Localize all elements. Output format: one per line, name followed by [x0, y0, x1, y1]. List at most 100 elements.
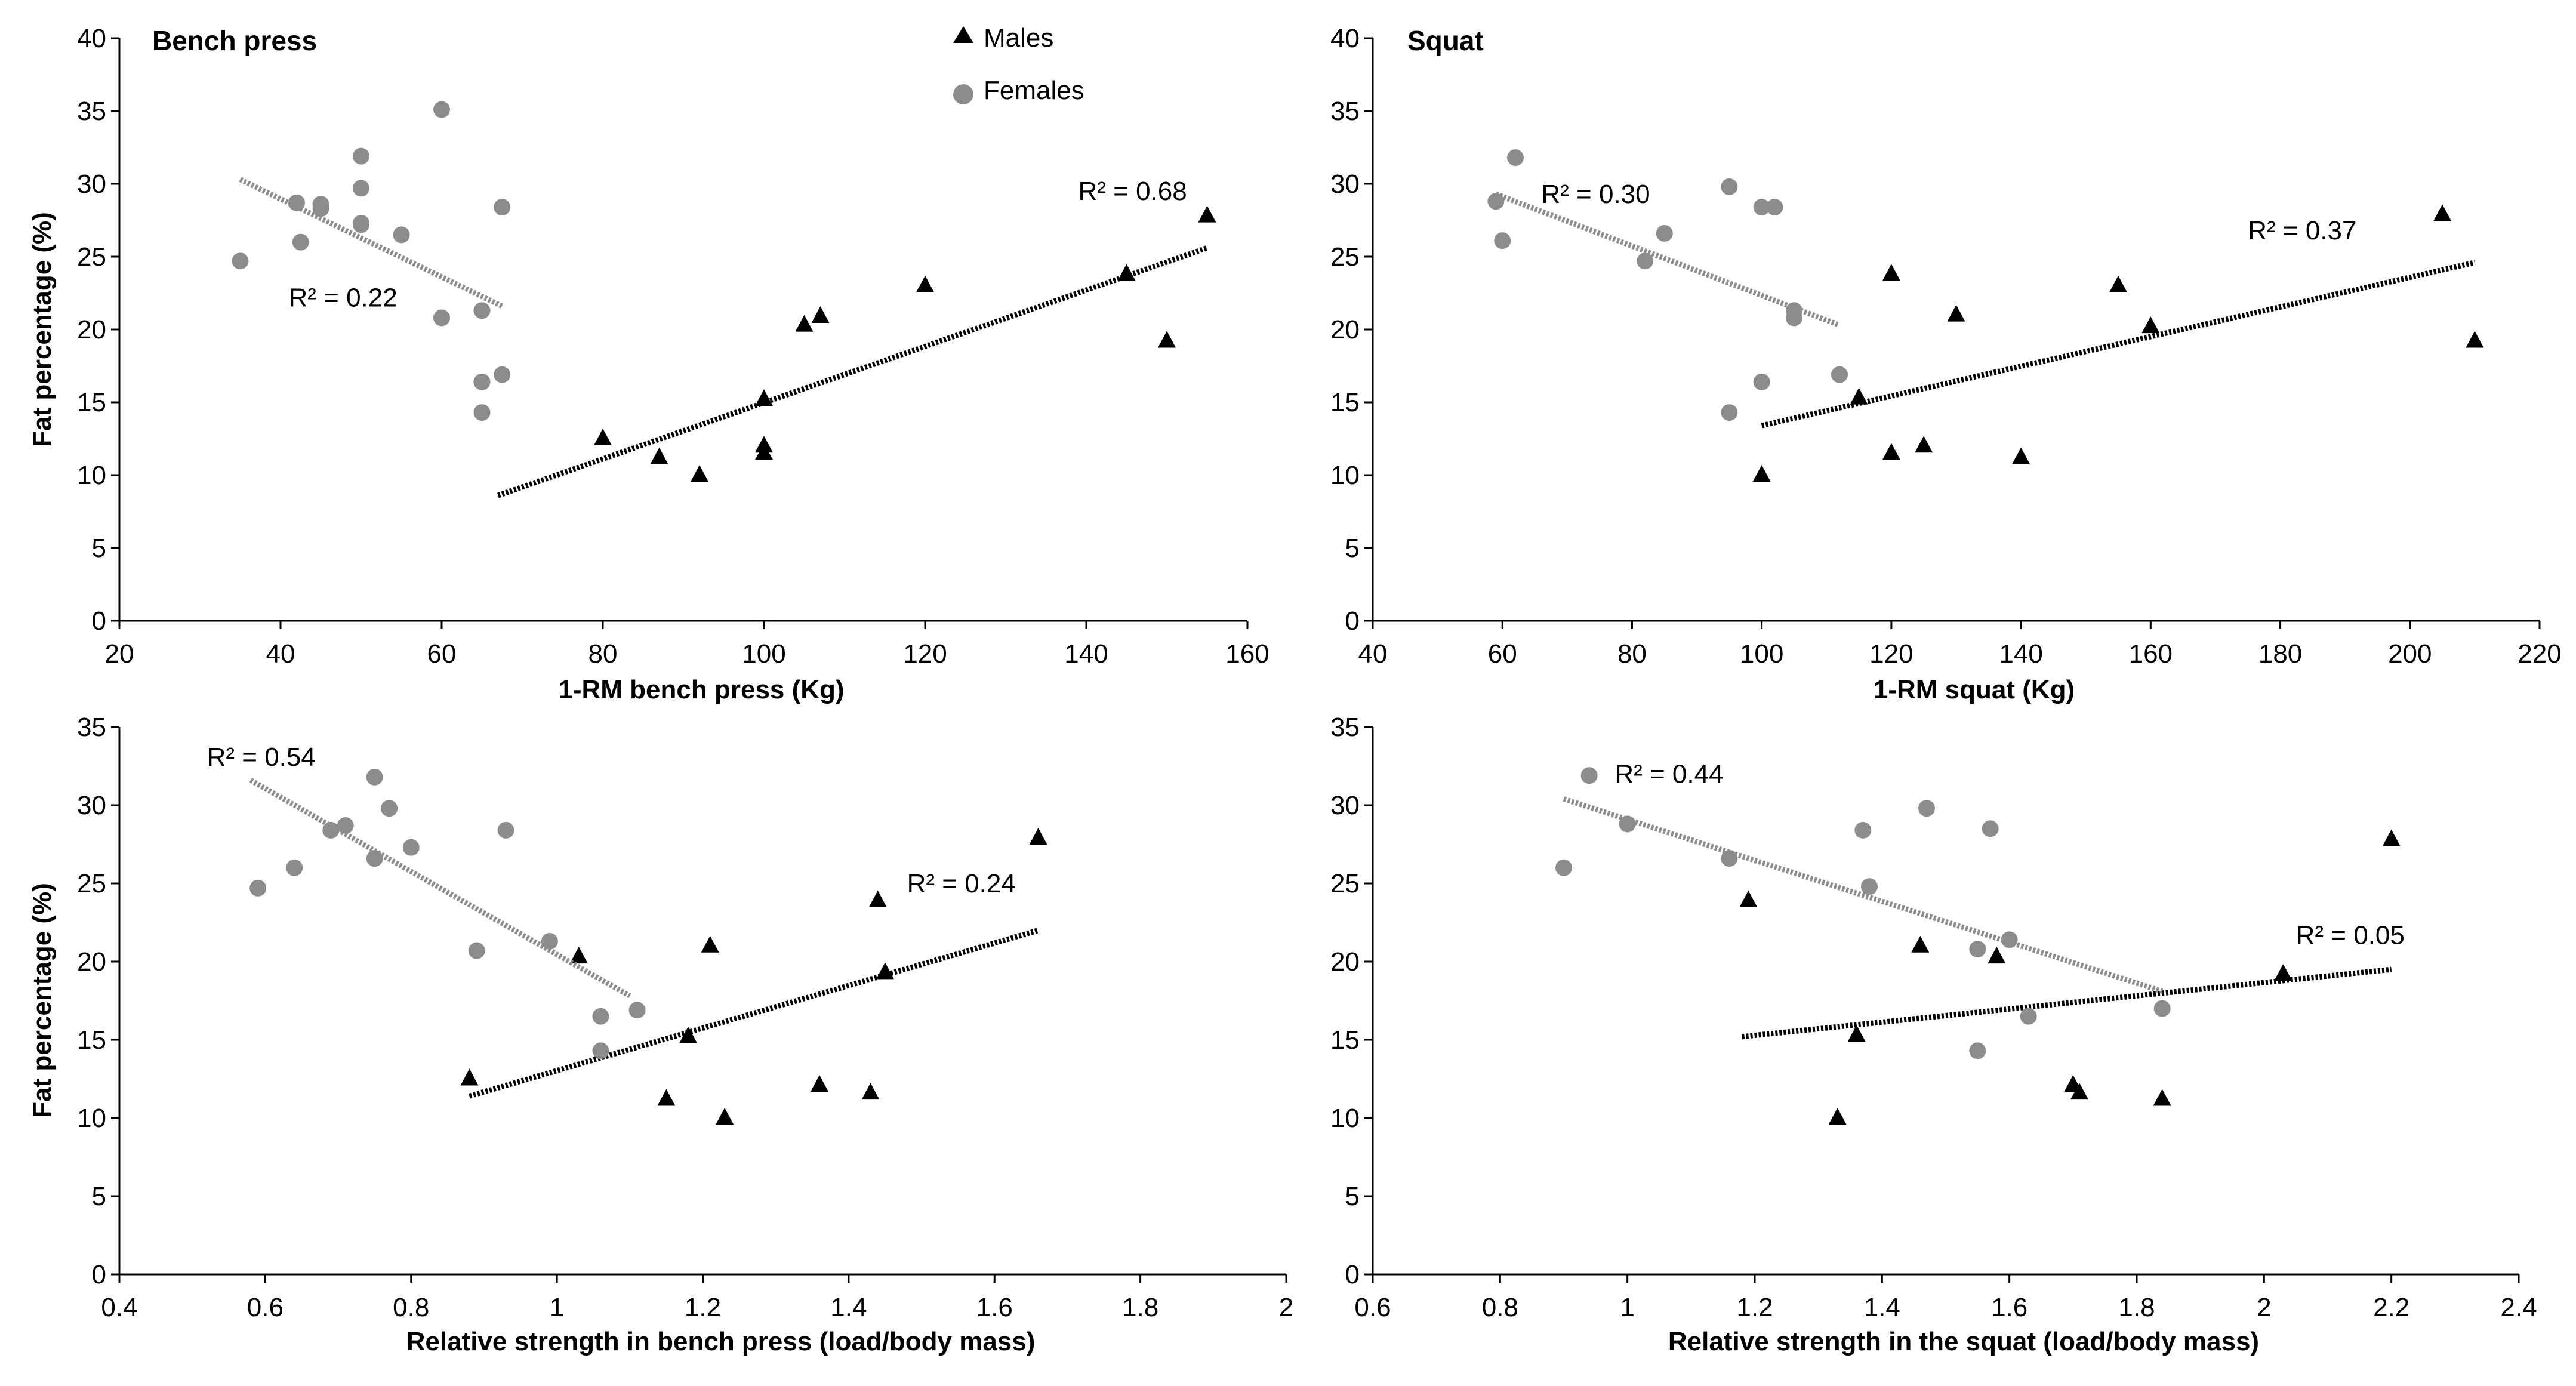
females-r2-label: R² = 0.44 — [1614, 760, 1723, 789]
males-data-point — [2274, 963, 2292, 981]
males-data-point — [1739, 890, 1758, 907]
y-tick-label: 15 — [77, 388, 106, 417]
x-axis-title: 1-RM bench press (Kg) — [558, 675, 844, 704]
y-tick-label: 40 — [1330, 24, 1360, 53]
x-tick-label: 2 — [1279, 1293, 1293, 1322]
males-data-point — [679, 1026, 698, 1043]
males-r2-label: R² = 0.68 — [1079, 177, 1187, 206]
x-tick-label: 60 — [427, 639, 457, 669]
x-tick-label: 1 — [1620, 1293, 1634, 1322]
x-tick-label: 220 — [2518, 639, 2561, 669]
panel-title: Squat — [1407, 25, 1484, 56]
males-data-point — [716, 1108, 734, 1125]
females-data-point — [1861, 878, 1878, 895]
males-data-point — [1911, 935, 1930, 953]
females-data-point — [1969, 1042, 1986, 1059]
males-data-point — [650, 447, 668, 464]
females-data-point — [2153, 1000, 2171, 1017]
females-data-point — [541, 932, 558, 950]
males-data-point — [460, 1068, 479, 1086]
squat-1rm-panel: 0 5 10 15 20 25 30 35 40 40 60 80 100 120 140 160 180 200… — [1330, 24, 2562, 704]
males-r2-label: R² = 0.37 — [2248, 216, 2356, 245]
legend-females-label: Females — [984, 76, 1084, 105]
y-tick-label: 25 — [77, 242, 106, 272]
males-data-point — [1882, 264, 1900, 281]
y-tick-label: 5 — [1345, 1182, 1360, 1211]
y-tick-label: 20 — [77, 315, 106, 344]
males-data-point — [916, 275, 934, 292]
males-trend-line — [1742, 966, 2392, 1040]
females-data-point — [1969, 941, 1986, 958]
x-tick-label: 0.8 — [393, 1293, 429, 1322]
y-tick-label: 15 — [77, 1025, 106, 1055]
males-data-point — [2141, 316, 2160, 334]
females-data-point — [1831, 366, 1848, 383]
females-data-point — [353, 147, 369, 165]
legend-males-label: Males — [984, 23, 1053, 53]
males-data-point — [2466, 331, 2484, 348]
females-data-point — [381, 800, 398, 817]
females-r2-label: R² = 0.22 — [289, 283, 398, 312]
x-tick-label: 0.6 — [1354, 1293, 1391, 1322]
females-data-point — [433, 101, 450, 118]
males-data-point — [594, 429, 612, 445]
females-data-point — [494, 199, 511, 216]
females-data-point — [1580, 767, 1598, 784]
legend: Males Females — [953, 23, 1084, 105]
y-tick-label: 20 — [1330, 315, 1360, 344]
y-tick-label: 25 — [77, 869, 106, 898]
males-data-point — [2153, 1089, 2171, 1106]
males-data-point — [657, 1089, 676, 1106]
females-trend-line — [249, 778, 631, 999]
y-tick-label: 30 — [77, 170, 106, 199]
y-tick-label: 10 — [1330, 461, 1360, 490]
x-tick-label: 1.6 — [976, 1293, 1013, 1322]
x-tick-label: 40 — [266, 639, 295, 669]
females-data-point — [1854, 821, 1872, 839]
bench-press-1rm-panel: 0 5 10 15 20 25 30 35 40 20 40 60 80 100 120 140 160 1-RM… — [27, 24, 1269, 704]
males-data-point — [1752, 465, 1771, 482]
females-data-point — [288, 194, 305, 211]
x-tick-label: 1.8 — [1122, 1293, 1158, 1322]
males-data-point — [569, 947, 588, 964]
x-axis-title: 1-RM squat (Kg) — [1874, 675, 2075, 704]
y-tick-label: 10 — [1330, 1104, 1360, 1133]
females-trend-line — [239, 177, 504, 309]
x-axis-title: Relative strength in the squat (load/bod… — [1668, 1327, 2259, 1356]
males-data-point — [755, 436, 773, 453]
y-tick-label: 15 — [1330, 1025, 1360, 1055]
males-r2-label: R² = 0.24 — [907, 869, 1016, 898]
females-data-point — [353, 216, 369, 233]
x-tick-label: 80 — [1617, 639, 1647, 669]
males-data-point — [1882, 443, 1900, 460]
y-tick-label: 20 — [1330, 947, 1360, 977]
males-data-point — [795, 315, 814, 332]
females-data-point — [1766, 199, 1783, 216]
y-axis-title: Fat percentage (%) — [27, 212, 57, 447]
males-data-point — [2433, 204, 2452, 221]
males-data-point — [2109, 275, 2128, 292]
females-data-point — [473, 302, 491, 319]
y-axis-title: Fat percentage (%) — [27, 883, 57, 1118]
males-data-point — [868, 890, 887, 907]
y-tick-label: 35 — [1330, 97, 1360, 126]
males-trend-line — [1761, 260, 2476, 429]
females-data-point — [473, 373, 491, 390]
x-tick-label: 100 — [742, 639, 785, 669]
x-tick-label: 180 — [2258, 639, 2302, 669]
x-tick-label: 100 — [1740, 639, 1783, 669]
y-tick-label: 15 — [1330, 388, 1360, 417]
females-data-point — [366, 768, 383, 786]
x-tick-label: 2.4 — [2500, 1293, 2537, 1322]
males-data-point — [861, 1083, 880, 1100]
females-data-point — [1637, 252, 1654, 270]
bench-press-relative-panel: 0 5 10 15 20 25 30 35 0.4 0.6 0.8 1 1.2 1.4 1.6 1.8 2 Rel… — [27, 713, 1293, 1356]
males-trend-line — [469, 928, 1039, 1099]
x-tick-label: 120 — [903, 639, 947, 669]
females-data-point — [628, 1002, 646, 1019]
x-tick-label: 80 — [588, 639, 618, 669]
males-data-point — [691, 465, 708, 482]
males-data-point — [1117, 264, 1136, 281]
females-data-point — [1721, 404, 1738, 421]
